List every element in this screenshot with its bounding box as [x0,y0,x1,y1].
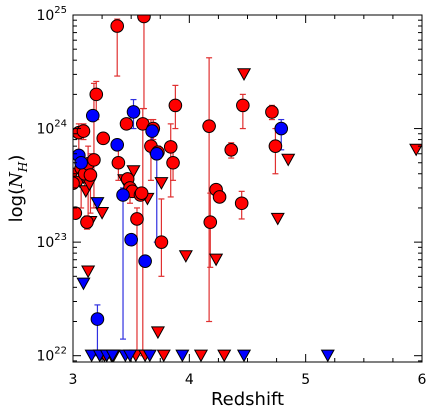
red-circle-point [73,206,83,220]
blue-circle-point [149,146,164,161]
red-upper-limit-triangle [209,253,224,267]
blue-upper-limit-triangle [122,349,138,362]
markers [73,15,422,362]
red-upper-limit-triangle [156,349,171,362]
red-circle-point [110,19,125,33]
red-circle-point [212,190,227,204]
blue-circle-point [85,108,100,123]
red-upper-limit-triangle [193,349,209,362]
red-upper-limit-triangle [150,326,165,340]
red-circle-point [96,131,111,146]
red-upper-limit-triangle [81,265,96,279]
red-circle-point [80,215,94,229]
y-tick-label: 1024 [36,119,67,138]
red-circle-point [234,196,249,211]
red-upper-limit-triangle [126,165,141,178]
y-tick-label: 1025 [36,5,67,24]
blue-circle-point [274,121,289,136]
red-circle-point [265,105,279,119]
blue-circle-point [116,188,130,202]
blue-circle-point [138,254,152,268]
blue-upper-limit-triangle [105,349,120,362]
x-tick-label: 4 [185,372,194,388]
red-upper-limit-triangle [217,349,232,362]
red-circle-point [202,119,216,133]
red-upper-limit-triangle [95,207,110,220]
red-circle-point [203,215,218,229]
blue-upper-limit-triangle [90,197,105,210]
plot-area [73,15,422,362]
red-circle-point [134,186,149,200]
blue-circle-point [90,312,105,326]
red-circle-point [83,168,98,182]
y-tick-label: 1022 [36,346,67,365]
red-upper-limit-triangle [236,68,252,81]
red-circle-point [224,143,239,157]
red-circle-point [111,155,126,170]
red-circle-point [89,87,104,102]
x-axis-label: Redshift [211,389,284,410]
red-circle-point [87,153,101,167]
axis-ticks: 3 4 5 6 1022 1023 1024 1025 [36,5,426,388]
red-upper-limit-triangle [409,143,422,157]
red-circle-point [137,15,151,24]
blue-circle-point [124,232,138,247]
red-circle-point [236,98,250,113]
red-upper-limit-triangle [154,177,169,190]
red-circle-point [73,176,80,191]
red-circle-point [168,98,183,113]
red-circle-point [130,212,144,226]
y-tick-label: 1023 [36,232,67,251]
blue-circle-point [145,124,159,138]
blue-upper-limit-triangle [175,349,190,362]
red-circle-point [76,124,91,138]
blue-upper-limit-triangle [76,277,91,291]
x-tick-label: 5 [301,372,310,388]
red-upper-limit-triangle [270,212,285,226]
red-circle-point [163,140,178,154]
blue-upper-limit-triangle [320,349,335,362]
error-bars [75,15,285,357]
red-upper-limit-triangle [281,153,296,167]
blue-circle-point [126,105,141,119]
red-circle-point [119,117,134,131]
red-upper-limit-triangle [178,250,193,263]
blue-upper-limit-triangle [236,349,252,362]
blue-circle-point [110,137,125,152]
red-circle-point [154,235,169,249]
x-tick-label: 6 [418,372,427,388]
red-circle-point [166,155,180,170]
blue-upper-limit-triangle [142,349,157,362]
red-circle-point [268,139,283,153]
x-tick-label: 3 [69,372,78,388]
y-axis-label: log(NH) [6,155,30,223]
